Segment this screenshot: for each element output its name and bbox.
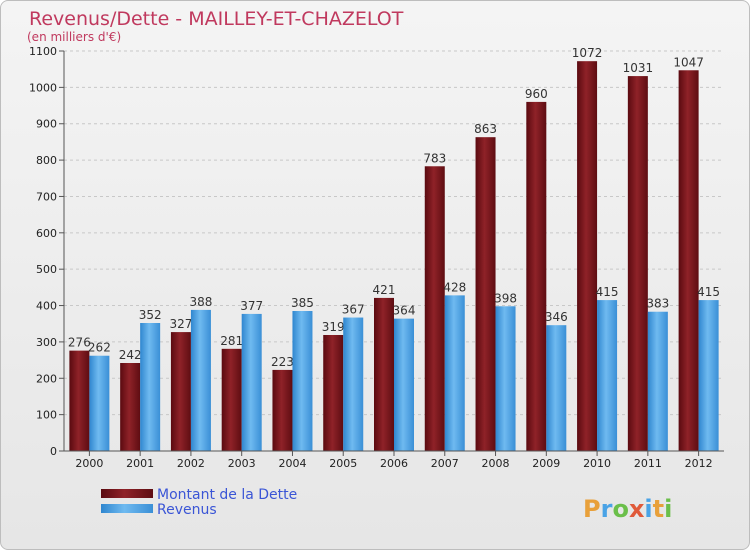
bar-revenus <box>292 311 313 451</box>
data-label-revenus: 364 <box>393 304 416 318</box>
bar-debt <box>475 137 496 451</box>
bar-debt <box>221 348 242 451</box>
data-label-revenus: 383 <box>646 297 669 311</box>
x-axis: 2000 2001 2002 2003 2004 2005 2006 2007 2008 2009… <box>64 450 724 470</box>
x-tick-label: 2004 <box>278 457 306 470</box>
legend-label-revenus: Revenus <box>157 502 217 518</box>
bar-debt <box>69 350 90 451</box>
y-tick-label: 1000 <box>29 81 57 94</box>
data-label-debt: 421 <box>373 283 396 297</box>
bar-revenus <box>343 317 364 451</box>
y-tick-label: 0 <box>50 445 57 458</box>
x-tick-label: 2002 <box>177 457 205 470</box>
bar-debt <box>374 297 394 451</box>
proxiti-logo: Proxiti <box>583 495 672 523</box>
data-label-debt: 783 <box>423 151 446 165</box>
bar-debt <box>627 76 648 451</box>
data-label-revenus: 415 <box>697 285 720 299</box>
svg-text:Proxiti: Proxiti <box>583 495 672 523</box>
x-tick-label: 2007 <box>431 457 459 470</box>
data-label-revenus: 367 <box>342 303 365 317</box>
y-tick-label: 700 <box>36 190 57 203</box>
data-label-revenus: 398 <box>494 291 517 305</box>
bar-debt <box>323 335 344 451</box>
x-tick-label: 2003 <box>228 457 256 470</box>
y-tick-label: 300 <box>36 336 57 349</box>
data-label-debt: 1047 <box>673 55 704 69</box>
y-axis: 0 100 200 300 400 500 600 700 800 900 1000 1100 <box>29 45 65 458</box>
chart-subtitle: (en milliers d'€) <box>27 30 121 44</box>
x-tick-label: 2000 <box>75 457 103 470</box>
bar-debt <box>577 61 598 451</box>
data-label-debt: 276 <box>68 336 91 350</box>
x-tick-label: 2011 <box>634 457 662 470</box>
bar-debt <box>272 369 293 451</box>
data-label-debt: 281 <box>220 334 243 348</box>
legend-swatch-revenus <box>101 504 153 513</box>
data-label-revenus: 388 <box>189 295 212 309</box>
data-label-revenus: 385 <box>291 296 314 310</box>
bar-revenus <box>444 295 465 451</box>
legend: Montant de la Dette Revenus <box>101 487 297 518</box>
data-label-debt: 960 <box>525 87 548 101</box>
bar-debt <box>678 70 699 451</box>
data-label-debt: 1031 <box>623 61 654 75</box>
data-label-debt: 319 <box>322 320 345 334</box>
y-tick-label: 600 <box>36 227 57 240</box>
y-tick-label: 500 <box>36 263 57 276</box>
bar-debt <box>424 166 445 452</box>
data-label-revenus: 377 <box>240 299 263 313</box>
bar-revenus <box>190 309 211 451</box>
bar-revenus <box>546 325 567 451</box>
y-tick-label: 400 <box>36 300 57 313</box>
x-tick-label: 2010 <box>583 457 611 470</box>
x-tick-label: 2001 <box>126 457 154 470</box>
bar-revenus <box>647 311 668 451</box>
data-label-revenus: 428 <box>443 280 466 294</box>
bar-revenus <box>597 300 618 451</box>
bar-debt <box>526 101 547 451</box>
y-tick-label: 200 <box>36 372 57 385</box>
bar-revenus <box>698 300 719 451</box>
bar-revenus <box>140 323 161 451</box>
data-label-debt: 242 <box>119 348 142 362</box>
y-tick-label: 900 <box>36 118 57 131</box>
y-tick-label: 100 <box>36 409 57 422</box>
data-label-debt: 1072 <box>572 46 603 60</box>
data-label-revenus: 415 <box>596 285 619 299</box>
data-label-debt: 863 <box>474 122 497 136</box>
legend-swatch-debt <box>101 489 153 498</box>
data-label-debt: 327 <box>169 317 192 331</box>
x-tick-label: 2005 <box>329 457 357 470</box>
data-label-revenus: 352 <box>139 308 162 322</box>
bar-revenus <box>89 355 110 451</box>
y-tick-label: 800 <box>36 154 57 167</box>
data-label-revenus: 262 <box>88 341 111 355</box>
bar-revenus <box>241 313 262 451</box>
bar-revenus <box>495 306 516 451</box>
x-tick-label: 2006 <box>380 457 408 470</box>
bar-debt <box>170 332 191 451</box>
bar-debt <box>120 363 141 451</box>
data-label-revenus: 346 <box>545 310 568 324</box>
data-label-debt: 223 <box>271 355 294 369</box>
x-tick-label: 2008 <box>482 457 510 470</box>
bar-revenus <box>394 318 414 451</box>
chart-title: Revenus/Dette - MAILLEY-ET-CHAZELOT <box>29 8 404 30</box>
x-tick-label: 2012 <box>685 457 713 470</box>
x-tick-label: 2009 <box>532 457 560 470</box>
legend-label-debt: Montant de la Dette <box>157 487 297 503</box>
y-tick-label: 1100 <box>29 45 57 58</box>
